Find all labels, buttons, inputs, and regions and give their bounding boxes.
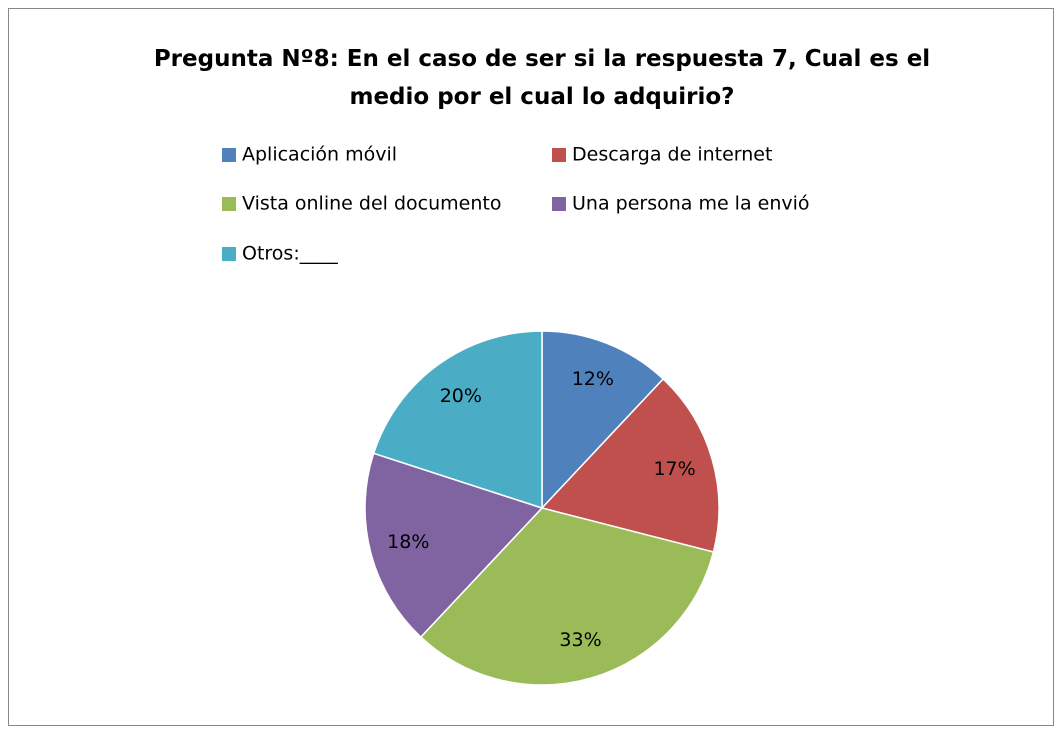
- pie-slice: [541, 330, 665, 510]
- pie-slice: [540, 377, 720, 553]
- legend-label: Una persona me la envió: [572, 193, 810, 215]
- legend-marker: [552, 148, 566, 162]
- pie-slice: [419, 507, 715, 686]
- chart-title: Pregunta Nº8: En el caso de ser si la re…: [153, 46, 931, 110]
- legend-marker: [552, 197, 566, 211]
- legend-label: Aplicación móvil: [242, 144, 397, 166]
- legend-label: Descarga de internet: [572, 144, 772, 166]
- data-label: 20%: [440, 385, 482, 407]
- data-label: 33%: [559, 629, 601, 651]
- data-label: 12%: [572, 368, 614, 390]
- pie-slice: [372, 330, 543, 510]
- legend-marker: [222, 148, 236, 162]
- chart-frame: [8, 8, 1054, 726]
- legend-marker: [222, 247, 236, 261]
- pie-slice: [364, 452, 544, 639]
- legend-label: Otros:____: [242, 243, 338, 265]
- legend-marker: [222, 197, 236, 211]
- legend-label: Vista online del documento: [242, 193, 501, 215]
- data-label: 18%: [387, 531, 429, 553]
- data-label: 17%: [653, 458, 695, 480]
